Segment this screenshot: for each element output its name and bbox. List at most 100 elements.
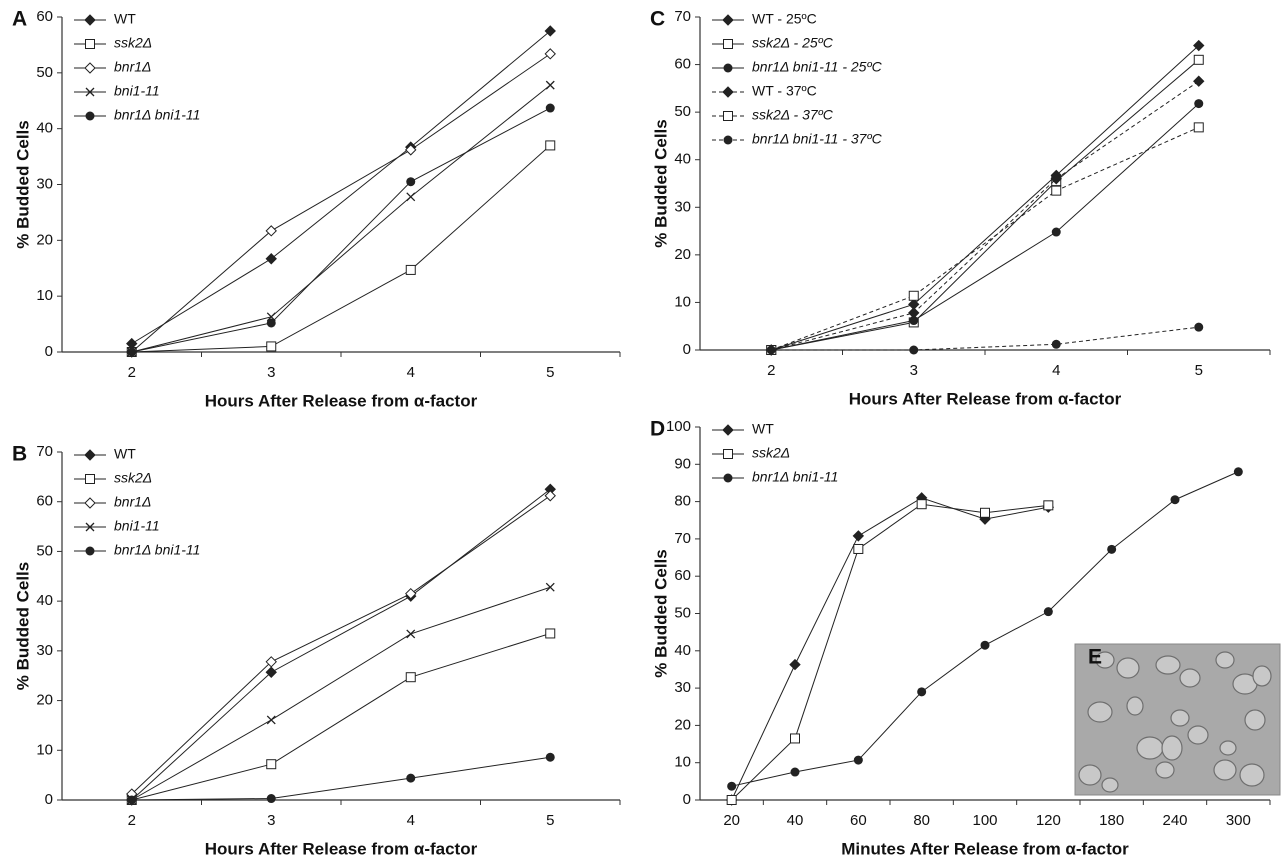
- y-tick-label: 0: [45, 791, 53, 808]
- y-axis-label: % Budded Cells: [13, 562, 32, 690]
- data-point: [545, 752, 555, 762]
- series-line: [131, 145, 551, 353]
- data-point: [1051, 227, 1061, 237]
- data-point: [1043, 607, 1053, 617]
- data-point: [545, 628, 556, 639]
- legend-label: bnr1Δ bni1-11 - 37ºC: [752, 131, 883, 147]
- y-tick-label: 40: [36, 592, 53, 609]
- panel-label: D: [650, 418, 665, 441]
- legend-label: WT - 37ºC: [752, 83, 817, 99]
- y-tick-label: 30: [36, 175, 53, 192]
- x-tick-label: 100: [972, 812, 997, 829]
- legend-label: bni1-11: [114, 83, 160, 99]
- legend-marker: [85, 474, 95, 484]
- legend-marker: [84, 449, 96, 461]
- series-line: [131, 756, 551, 801]
- x-tick-label: 4: [1052, 362, 1060, 379]
- legend-marker: [85, 111, 95, 121]
- y-tick-label: 10: [36, 741, 53, 758]
- y-tick-label: 60: [36, 493, 53, 510]
- series-line: [131, 495, 551, 795]
- cell-image-inset: E: [1074, 643, 1281, 796]
- data-point: [545, 140, 556, 151]
- series-line: [771, 80, 1200, 351]
- data-point: [789, 658, 801, 671]
- legend-label: bnr1Δ bni1-11: [752, 469, 838, 485]
- series-line: [131, 53, 551, 353]
- series-line: [731, 497, 1049, 801]
- x-tick-label: 5: [1195, 362, 1203, 379]
- x-tick-label: 20: [723, 812, 740, 829]
- y-tick-label: 70: [674, 530, 691, 547]
- y-tick-label: 100: [666, 418, 691, 435]
- data-point: [545, 582, 555, 592]
- data-point: [266, 794, 276, 804]
- data-point: [980, 507, 990, 518]
- data-point: [1193, 75, 1205, 87]
- y-tick-label: 0: [683, 791, 691, 808]
- data-point: [1170, 495, 1180, 505]
- legend-label: bnr1Δ bni1-11: [114, 107, 200, 123]
- data-point: [909, 345, 919, 355]
- series-line: [131, 107, 551, 353]
- data-point: [1194, 322, 1204, 332]
- data-point: [980, 640, 990, 650]
- data-point: [916, 499, 927, 510]
- x-axis-label: Hours After Release from α-factor: [205, 391, 478, 410]
- x-tick-label: 60: [850, 812, 867, 829]
- series-line: [131, 632, 551, 801]
- series-line: [731, 503, 1049, 801]
- x-tick-label: 5: [546, 812, 554, 829]
- y-tick-label: 10: [36, 287, 53, 304]
- data-point: [909, 316, 919, 326]
- data-point: [1193, 39, 1205, 52]
- data-point: [1193, 122, 1204, 133]
- data-point: [544, 25, 556, 37]
- legend-label: ssk2Δ - 37ºC: [752, 107, 834, 123]
- series-line: [131, 84, 551, 353]
- x-tick-label: 120: [1036, 812, 1061, 829]
- y-axis-label: % Budded Cells: [13, 120, 32, 248]
- data-point: [266, 341, 277, 352]
- data-point: [406, 629, 416, 639]
- y-tick-label: 20: [674, 716, 691, 733]
- y-tick-label: 60: [674, 567, 691, 584]
- data-point: [853, 543, 864, 554]
- y-tick-label: 0: [683, 341, 691, 358]
- y-tick-label: 50: [36, 542, 53, 559]
- data-point: [544, 48, 556, 60]
- y-tick-label: 90: [674, 455, 691, 472]
- legend-marker: [85, 39, 95, 49]
- cells: [1078, 651, 1272, 793]
- series-line: [771, 59, 1200, 351]
- legend-marker: [84, 14, 96, 26]
- data-point: [790, 767, 800, 777]
- legend-label: WT: [752, 421, 774, 437]
- x-tick-label: 4: [407, 812, 415, 829]
- data-point: [790, 733, 800, 744]
- data-point: [908, 290, 919, 301]
- legend-marker: [722, 86, 734, 98]
- data-point: [545, 103, 555, 113]
- y-tick-label: 30: [674, 679, 691, 696]
- y-tick-label: 20: [36, 231, 53, 248]
- legend-label: ssk2Δ - 25ºC: [752, 35, 834, 51]
- data-point: [726, 795, 737, 805]
- panel-label: A: [12, 8, 27, 31]
- x-tick-label: 2: [128, 364, 136, 381]
- y-tick-label: 30: [36, 642, 53, 659]
- data-point: [727, 781, 737, 791]
- y-tick-label: 20: [674, 246, 691, 263]
- legend-marker: [722, 14, 734, 26]
- legend-marker: [723, 111, 733, 121]
- data-point: [545, 80, 555, 90]
- series-line: [131, 586, 551, 801]
- data-point: [1051, 339, 1061, 349]
- y-tick-label: 40: [674, 642, 691, 659]
- x-tick-label: 3: [267, 812, 275, 829]
- x-tick-label: 3: [267, 364, 275, 381]
- x-tick-label: 40: [787, 812, 804, 829]
- panel-label: E: [1088, 646, 1102, 669]
- y-tick-label: 50: [674, 604, 691, 621]
- y-tick-label: 10: [674, 754, 691, 771]
